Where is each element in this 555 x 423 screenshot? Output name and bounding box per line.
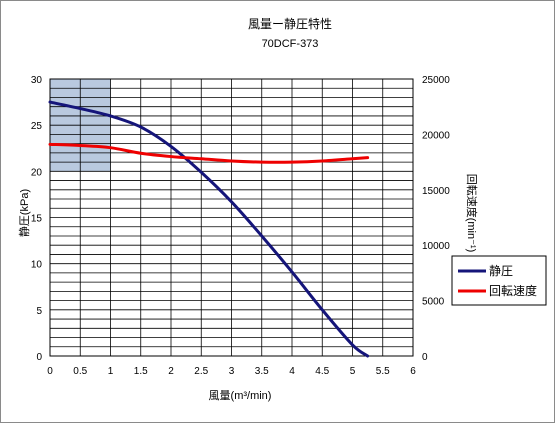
y2-tick-label: 10000 [422,241,450,252]
x-tick-label: 5 [350,366,356,377]
legend-label-series-1: 回転速度 [489,283,537,298]
x-tick-label: 0.5 [73,366,87,377]
x-tick-labels: 0 0.5 1 1.5 2 2.5 3 3.5 4 4.5 5 5.5 6 [47,366,416,377]
y2-tick-label: 0 [422,352,428,363]
x-tick-label: 3 [229,366,235,377]
chart-title: 風量ー静圧特性 [248,16,332,31]
y-tick-label: 25 [31,121,43,132]
x-tick-label: 1.5 [134,366,148,377]
x-tick-label: 0 [47,366,53,377]
x-tick-label: 6 [410,366,416,377]
x-tick-label: 2.5 [194,366,208,377]
y2-tick-labels: 0 5000 10000 15000 20000 25000 [422,75,450,363]
y-tick-label: 15 [31,214,43,225]
x-tick-label: 5.5 [376,366,390,377]
x-tick-label: 1 [108,366,114,377]
y2-tick-label: 5000 [422,297,445,308]
x-tick-label: 4.5 [315,366,329,377]
y-tick-label: 5 [36,306,42,317]
chart-subtitle: 70DCF-373 [262,38,319,50]
y-tick-label: 0 [36,352,42,363]
x-axis-label: 風量(m³/min) [209,389,272,402]
y-tick-label: 10 [31,260,43,271]
y2-tick-label: 15000 [422,186,450,197]
y2-tick-label: 25000 [422,75,450,86]
y-tick-label: 30 [31,75,43,86]
legend-label-series-0: 静圧 [489,264,513,278]
series-line-1 [48,142,370,164]
y-tick-labels: 0 5 10 15 20 25 30 [31,75,43,363]
legend-box [451,255,547,306]
y2-axis-label: 回転速度(min⁻¹) [465,174,479,253]
x-tick-label: 4 [289,366,295,377]
legend: 静圧 回転速度 [451,255,547,306]
x-tick-label: 2 [168,366,174,377]
y2-tick-label: 20000 [422,130,450,141]
series-line-0 [48,100,370,358]
x-tick-label: 3.5 [255,366,269,377]
plot-area-border [49,78,414,357]
y-axis-label: 静圧(kPa) [17,189,31,237]
y-tick-label: 20 [31,167,43,178]
series-layer [48,100,370,358]
